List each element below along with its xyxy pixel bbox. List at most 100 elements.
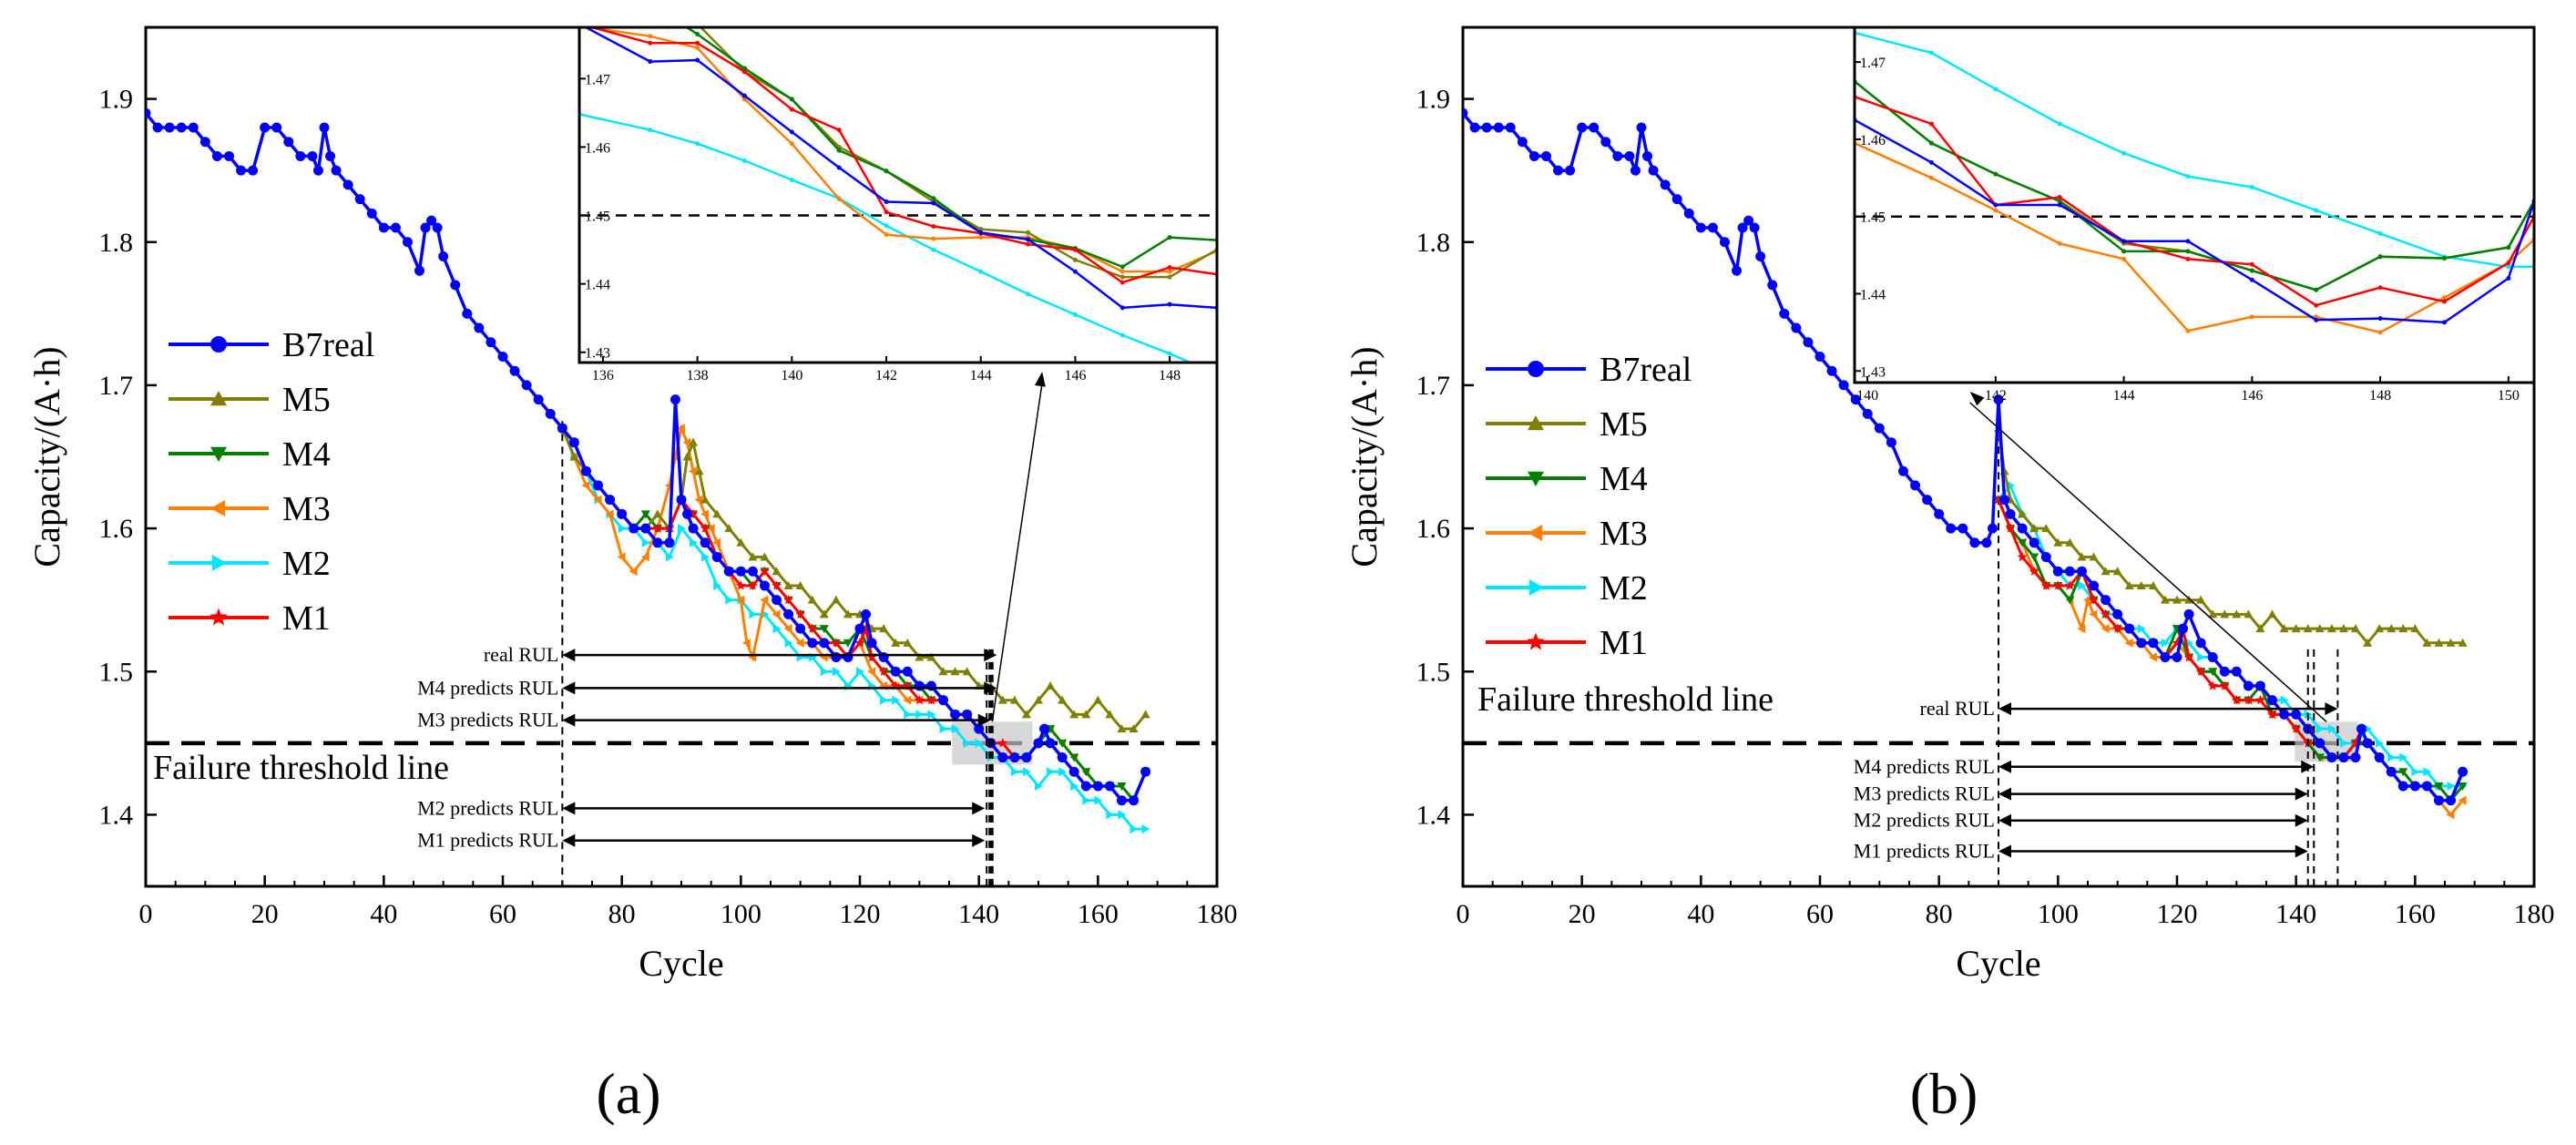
rul-arrowhead-right [972, 802, 986, 815]
data-point-m5 [1129, 724, 1139, 733]
data-point-m5 [2326, 624, 2336, 633]
data-point-m5 [2160, 595, 2170, 604]
data-point-b7real [1803, 337, 1814, 348]
data-point-b7real [1009, 752, 1020, 763]
data-point-b7real [557, 423, 567, 434]
data-point-m5 [1117, 724, 1127, 733]
data-point-m3 [903, 695, 912, 705]
inset-data-point [1119, 332, 1125, 338]
inset-data-point [978, 269, 984, 274]
data-point-m5 [2398, 624, 2408, 633]
data-point-b7real [2326, 752, 2337, 763]
legend-marker [210, 391, 227, 406]
data-point-m3 [605, 509, 614, 519]
data-point-b7real [1755, 250, 1766, 261]
data-point-m5 [652, 509, 662, 518]
data-point-b7real [2458, 766, 2469, 777]
data-point-b7real [914, 680, 925, 691]
legend-entry-m4: M4 [1486, 460, 1648, 498]
data-point-m1 [747, 580, 758, 590]
data-point-b7real [1045, 738, 1056, 749]
x-tick-label: 60 [1806, 899, 1834, 929]
data-point-m2 [904, 710, 913, 720]
data-point-m5 [2018, 509, 2028, 518]
inset-series-line-b7real [1855, 118, 2534, 324]
data-point-b7real [2397, 781, 2408, 792]
data-point-m5 [2303, 624, 2313, 633]
data-point-m3 [2458, 795, 2467, 805]
data-point-b7real [2350, 752, 2361, 763]
inset-data-point [1167, 274, 1172, 280]
data-point-b7real [819, 638, 830, 649]
inset-y-tick-label: 1.43 [1860, 364, 1886, 380]
data-point-b7real [670, 394, 680, 405]
rul-arrow-label: real RUL [1920, 697, 1995, 720]
data-point-b7real [1057, 752, 1068, 763]
data-point-m1 [997, 738, 1008, 748]
data-point-b7real [2178, 623, 2189, 634]
data-point-b7real [354, 194, 365, 205]
data-point-m5 [2041, 524, 2051, 533]
legend-label: M5 [1600, 405, 1648, 444]
inset-data-point [1119, 305, 1125, 311]
data-point-b7real [545, 408, 556, 419]
inset-x-tick-label: 140 [1856, 388, 1878, 404]
y-tick-label: 1.9 [1416, 85, 1451, 115]
data-point-m3 [783, 624, 792, 634]
data-point-m1 [878, 666, 889, 676]
legend-label: B7real [282, 326, 374, 364]
data-point-b7real [2279, 709, 2290, 720]
data-point-m3 [712, 537, 721, 547]
inset-y-tick-label: 1.47 [1860, 56, 1886, 71]
inset-x-tick-label: 150 [2498, 388, 2520, 404]
inset-data-point [2121, 150, 2127, 156]
data-point-b7real [1743, 215, 1754, 226]
data-point-m5 [1069, 710, 1079, 719]
inset-data-point [648, 40, 653, 46]
y-tick-label: 1.7 [1416, 371, 1451, 401]
data-point-b7real [568, 437, 579, 448]
data-point-b7real [1791, 322, 1802, 333]
inset-data-point [884, 232, 889, 238]
data-point-b7real [1636, 122, 1647, 133]
panel-label: (a) [596, 1061, 660, 1126]
data-point-b7real [2160, 652, 2171, 663]
data-point-m2 [2161, 638, 2170, 648]
data-point-m2 [951, 724, 960, 734]
inset-series-line-b7real [583, 27, 1217, 310]
inset-y-tick-label: 1.43 [585, 346, 610, 362]
data-point-m2 [772, 624, 782, 634]
inset: 140 142 144 146 148 150 1.43 1.44 1.45 1.46 1.47 [1853, 26, 2536, 404]
inset-data-point [2314, 208, 2319, 213]
data-point-b7real [640, 523, 651, 534]
data-point-b7real [2101, 595, 2111, 606]
data-point-b7real [1922, 495, 1933, 506]
data-point-b7real [1999, 495, 2010, 506]
inset-data-point [741, 158, 747, 163]
rul-arrowhead-right [2295, 813, 2308, 827]
data-point-m5 [2232, 609, 2242, 619]
data-point-m2 [784, 638, 793, 648]
data-point-b7real [1897, 465, 1908, 476]
data-point-b7real [199, 137, 210, 148]
x-tick-label: 160 [2395, 899, 2436, 929]
inset-data-point [2057, 202, 2062, 208]
data-point-m5 [903, 638, 913, 647]
inset-y-tick-label: 1.44 [585, 278, 610, 293]
zoom-connector-line [991, 382, 1043, 722]
plot-area [1463, 107, 2534, 886]
data-point-b7real [1033, 738, 1044, 749]
data-point-m5 [1034, 695, 1043, 704]
rul-arrowhead-right [2295, 787, 2308, 801]
data-point-m2 [2376, 738, 2385, 748]
inset-data-point [648, 59, 653, 65]
inset-data-point [931, 200, 936, 206]
inset-x-tick-label: 144 [2113, 388, 2135, 404]
legend: B7real M5 M4 M3 M2 M1 [169, 326, 374, 638]
data-point-b7real [1589, 122, 1600, 133]
inset-data-point [741, 66, 747, 71]
inset-data-point [836, 128, 842, 133]
data-point-b7real [1683, 208, 1694, 219]
data-point-m3 [694, 495, 703, 505]
inset-data-point [836, 148, 842, 153]
